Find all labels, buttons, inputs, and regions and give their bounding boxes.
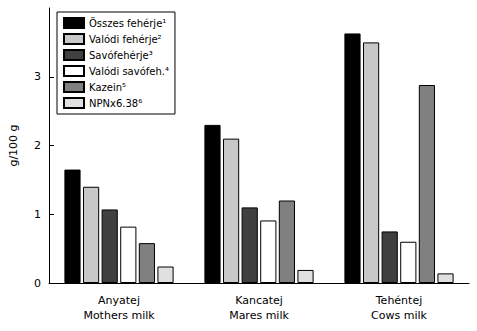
svg-text:Kazein⁵: Kazein⁵ [89, 82, 126, 93]
svg-text:Mares milk: Mares milk [229, 309, 289, 322]
svg-text:Cows milk: Cows milk [371, 309, 427, 322]
svg-text:0: 0 [34, 277, 41, 290]
svg-text:Valódi fehérje²: Valódi fehérje² [89, 34, 162, 45]
svg-text:g/100 g: g/100 g [7, 124, 20, 166]
svg-text:Savófehérje³: Savófehérje³ [89, 50, 153, 61]
svg-text:Tehéntej: Tehéntej [375, 294, 422, 307]
svg-text:2: 2 [34, 139, 41, 152]
svg-text:Kancatej: Kancatej [235, 294, 283, 307]
svg-text:Anyatej: Anyatej [98, 294, 140, 307]
svg-text:Mothers milk: Mothers milk [83, 309, 155, 322]
svg-text:Valódi savófeh.⁴: Valódi savófeh.⁴ [89, 66, 169, 77]
svg-text:3: 3 [34, 70, 41, 83]
svg-text:1: 1 [34, 208, 41, 221]
svg-text:NPNx6.38⁶: NPNx6.38⁶ [89, 98, 142, 109]
svg-text:Összes fehérje¹: Összes fehérje¹ [89, 17, 166, 29]
